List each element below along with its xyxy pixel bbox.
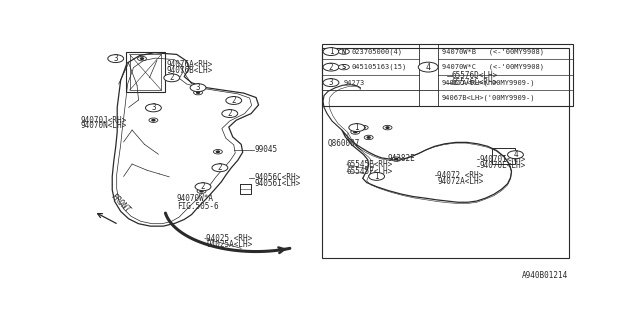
Text: 94025 <RH>: 94025 <RH> xyxy=(207,234,253,243)
Circle shape xyxy=(190,84,206,92)
Text: 2: 2 xyxy=(218,163,222,172)
Circle shape xyxy=(141,58,143,59)
Bar xyxy=(322,44,573,106)
Text: 94056C<RH>: 94056C<RH> xyxy=(255,173,301,182)
Text: 94070W*B   (<-'00MY9908): 94070W*B (<-'00MY9908) xyxy=(442,48,543,55)
Text: 3: 3 xyxy=(196,83,200,92)
Text: 045105163(15): 045105163(15) xyxy=(352,64,407,70)
Circle shape xyxy=(386,127,389,128)
Text: 94070J<RH>: 94070J<RH> xyxy=(81,116,127,125)
Text: FIG.505-6: FIG.505-6 xyxy=(177,202,218,211)
Circle shape xyxy=(145,104,161,112)
Text: A940B01214: A940B01214 xyxy=(522,271,568,280)
Circle shape xyxy=(323,48,339,56)
Text: 94076A<RH>: 94076A<RH> xyxy=(167,60,213,69)
Circle shape xyxy=(222,110,237,117)
Text: 94070W*C   (<-'00MY9908): 94070W*C (<-'00MY9908) xyxy=(442,64,543,70)
Circle shape xyxy=(508,151,524,159)
Circle shape xyxy=(362,127,365,128)
Circle shape xyxy=(226,97,242,104)
Text: 3: 3 xyxy=(329,78,333,87)
Text: 4: 4 xyxy=(513,150,518,159)
Circle shape xyxy=(149,118,158,123)
Text: 2: 2 xyxy=(201,182,205,191)
Circle shape xyxy=(339,49,349,54)
Circle shape xyxy=(323,79,339,87)
Text: 94067A<RH>('00MY9909-): 94067A<RH>('00MY9909-) xyxy=(442,79,535,86)
Text: S: S xyxy=(342,64,346,70)
Circle shape xyxy=(195,183,211,191)
Circle shape xyxy=(164,74,180,82)
Circle shape xyxy=(152,119,155,121)
Bar xyxy=(492,148,515,164)
Circle shape xyxy=(364,135,373,140)
Text: 65576D<LH>: 65576D<LH> xyxy=(452,71,499,80)
Circle shape xyxy=(367,137,370,138)
Text: Q860007: Q860007 xyxy=(328,139,360,148)
Text: 94056I<LH>: 94056I<LH> xyxy=(255,179,301,188)
Circle shape xyxy=(193,90,202,95)
Text: 65545E<RH>: 65545E<RH> xyxy=(347,160,393,169)
Text: 94072A<LH>: 94072A<LH> xyxy=(437,177,483,186)
Circle shape xyxy=(392,157,401,161)
Text: 94072 <RH>: 94072 <RH> xyxy=(437,171,483,180)
Text: 94070E<LH>: 94070E<LH> xyxy=(479,161,525,170)
Text: 1: 1 xyxy=(329,47,333,56)
Text: 94076B<LH>: 94076B<LH> xyxy=(167,67,213,76)
Circle shape xyxy=(216,151,220,153)
Circle shape xyxy=(395,158,398,160)
Circle shape xyxy=(196,92,200,93)
Text: FRONT: FRONT xyxy=(109,192,131,215)
Text: 94070N<LH>: 94070N<LH> xyxy=(81,121,127,130)
Text: N: N xyxy=(342,49,346,55)
Text: 1: 1 xyxy=(355,123,359,132)
Text: 1: 1 xyxy=(374,172,379,181)
Text: 94070W*A: 94070W*A xyxy=(177,194,214,203)
Text: 94382E: 94382E xyxy=(388,154,415,163)
Circle shape xyxy=(351,130,360,134)
Text: 94070I<RH>: 94070I<RH> xyxy=(479,155,525,164)
Circle shape xyxy=(359,125,368,130)
Circle shape xyxy=(213,149,222,154)
Circle shape xyxy=(138,56,147,61)
Circle shape xyxy=(369,172,385,180)
Text: 2: 2 xyxy=(227,109,232,118)
Text: 65576C<RH>: 65576C<RH> xyxy=(452,78,499,87)
Circle shape xyxy=(349,124,365,132)
Text: 3: 3 xyxy=(151,103,156,112)
Circle shape xyxy=(212,164,228,172)
Circle shape xyxy=(419,62,438,72)
Text: 4: 4 xyxy=(426,63,431,72)
Circle shape xyxy=(354,131,356,133)
Circle shape xyxy=(339,64,349,70)
Circle shape xyxy=(108,55,124,62)
Circle shape xyxy=(323,63,339,71)
Text: 94067B<LH>('00MY9909-): 94067B<LH>('00MY9909-) xyxy=(442,95,535,101)
Text: 2: 2 xyxy=(232,96,236,105)
Text: 99045: 99045 xyxy=(255,145,278,154)
Text: 65545F<LH>: 65545F<LH> xyxy=(347,167,393,176)
Text: 2: 2 xyxy=(170,73,174,82)
Bar xyxy=(322,48,568,258)
Text: 94273: 94273 xyxy=(344,80,365,86)
Circle shape xyxy=(197,189,206,193)
Text: 2: 2 xyxy=(329,63,333,72)
Circle shape xyxy=(200,190,203,192)
Circle shape xyxy=(383,125,392,130)
Text: 3: 3 xyxy=(113,54,118,63)
Text: 023705000(4): 023705000(4) xyxy=(352,48,403,55)
Text: 94025A<LH>: 94025A<LH> xyxy=(207,240,253,249)
